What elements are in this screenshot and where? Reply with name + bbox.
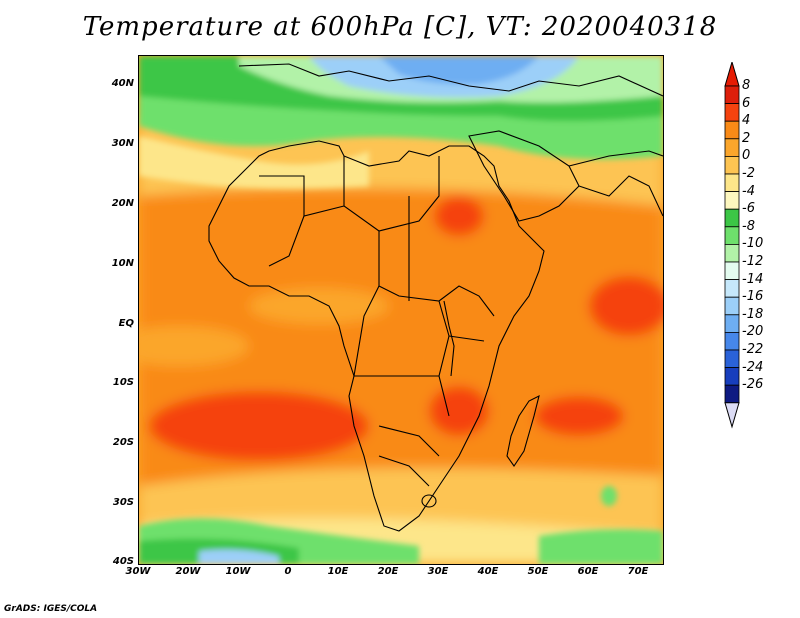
india-coast [578,175,663,217]
chart-title: Temperature at 600hPa [C], VT: 202004031… [82,12,718,42]
x-label-30w: 30W [125,566,151,577]
x-label-20w: 20W [175,566,201,577]
x-label-30e: 30E [427,566,449,577]
hotspot-mozambique [429,386,489,436]
temperature-map [138,55,664,565]
x-label-60e: 60E [577,566,599,577]
border-5 [408,196,485,417]
colorbar-tick-label: 4 [742,113,751,129]
colorbar-swatch [724,279,740,298]
colorbar-tick-label: -22 [742,342,764,357]
colorbar-swatch [724,261,740,281]
x-label-40e: 40E [477,566,499,577]
patch-equator [249,288,389,324]
colorbar-swatch [724,384,740,404]
border-3 [268,215,305,267]
map-fields [139,56,663,564]
colorbar-tick-label: -10 [742,236,764,252]
asia-coast [568,150,663,167]
y-label-20s: 20S [112,437,134,448]
colorbar-tick-label: -16 [742,289,764,305]
colorbar-swatch [724,226,740,245]
colorbar-tick-label: -26 [742,377,764,393]
y-label-30n: 30N [111,138,134,149]
y-label-40s: 40S [112,556,134,567]
x-label-0: 0 [284,566,292,577]
colorbar-swatch [724,367,740,386]
madagascar [506,394,540,467]
colorbar [724,60,740,560]
colorbar-tick-label: -14 [742,271,764,287]
colorbar-swatch [724,173,740,193]
field-north-yellow [139,136,369,189]
colorbar-tick-label: 0 [742,148,751,164]
colorbar-swatch [724,296,740,316]
x-label-70e: 70E [627,566,649,577]
colorbar-swatch [724,349,740,369]
field-south-blue [199,549,279,564]
colorbar-swatch [724,156,740,175]
x-label-10w: 10W [225,566,251,577]
y-label-40n: 40N [111,78,134,89]
colorbar-tick-label: -2 [742,166,755,181]
y-label-10n: 10N [111,258,134,269]
hotspot-atlantic [149,391,369,461]
colorbar-swatch [724,120,740,140]
colorbar-tick-label: -6 [742,201,755,217]
colorbar-swatch [724,138,740,157]
x-label-50e: 50E [527,566,549,577]
lesotho [421,494,437,508]
y-label-eq: EQ [118,318,134,329]
x-label-10e: 10E [327,566,349,577]
field-green-spot [601,486,617,506]
border-7 [378,425,440,487]
border-6 [353,285,439,377]
colorbar-bottom-arrow [724,402,740,429]
colorbar-tick-label: 6 [742,95,751,111]
colorbar-tick-label: 8 [742,78,751,93]
colorbar-tick-label: -20 [742,324,764,340]
colorbar-top-arrow [724,60,740,87]
y-label-20n: 20N [111,198,134,209]
arabia [468,130,580,222]
colorbar-tick-label: 2 [742,130,751,146]
footer-credit: GrADS: IGES/COLA [4,604,98,614]
europe-coast [238,63,663,97]
colorbar-swatch [724,243,740,263]
field-central [139,188,663,386]
colorbar-swatch [724,331,740,351]
x-label-20e: 20E [377,566,399,577]
field-southeast-green [539,529,663,564]
africa-coast [208,140,545,532]
border-2 [259,175,345,217]
hotspot-sudan [434,196,484,236]
great-lakes [443,300,455,377]
colorbar-swatch [724,85,740,105]
colorbar-swatch [724,314,740,333]
colorbar-tick-label: -12 [742,254,764,269]
hotspot-arabian-sea [589,276,663,336]
colorbar-swatch [724,208,740,228]
colorbar-swatch [724,191,740,210]
border-1 [343,156,440,232]
patch-gulf [139,326,249,366]
colorbar-tick-label: -18 [742,306,764,322]
colorbar-tick-label: -8 [742,218,755,234]
hotspot-indian-ocean [534,396,624,436]
y-label-30s: 30S [112,497,134,508]
colorbar-swatch [724,103,740,122]
coastlines [208,63,663,532]
colorbar-tick-label: -24 [742,359,764,375]
y-label-10s: 10S [112,377,134,388]
colorbar-graphic [724,60,740,429]
colorbar-tick-label: -4 [742,183,755,199]
